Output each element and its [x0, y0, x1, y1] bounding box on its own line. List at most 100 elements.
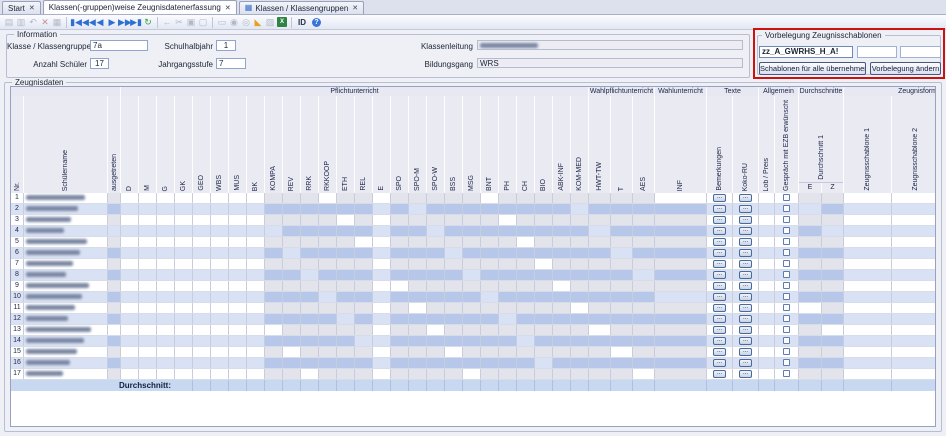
grade-cell[interactable]	[759, 292, 775, 302]
grade-cell[interactable]	[355, 215, 373, 225]
grade-cell[interactable]	[799, 193, 822, 203]
grade-cell[interactable]	[337, 237, 355, 247]
grade-cell[interactable]	[211, 215, 229, 225]
grade-cell[interactable]	[517, 215, 535, 225]
grade-cell[interactable]	[633, 259, 655, 269]
grade-cell[interactable]	[799, 215, 822, 225]
schablone-input-2[interactable]	[857, 46, 897, 58]
grade-cell[interactable]	[139, 281, 157, 291]
grade-cell[interactable]	[391, 204, 409, 214]
grade-cell[interactable]	[211, 336, 229, 346]
grade-cell[interactable]	[892, 303, 935, 313]
grade-cell[interactable]	[611, 237, 633, 247]
grade-cell[interactable]	[633, 303, 655, 313]
grade-cell[interactable]	[445, 347, 463, 357]
student-name-cell[interactable]	[24, 226, 108, 236]
grade-cell[interactable]	[535, 204, 553, 214]
grade-cell[interactable]	[391, 281, 409, 291]
grade-cell[interactable]	[121, 259, 139, 269]
grade-cell[interactable]	[499, 303, 517, 313]
grade-cell[interactable]	[499, 259, 517, 269]
grade-cell[interactable]	[373, 369, 391, 379]
grade-cell[interactable]	[655, 215, 707, 225]
grade-cell[interactable]	[373, 325, 391, 335]
grade-cell[interactable]	[229, 270, 247, 280]
grade-cell[interactable]	[427, 270, 445, 280]
grade-cell[interactable]	[139, 358, 157, 368]
koko-ru-ellipsis-button[interactable]: ...	[739, 326, 752, 334]
grade-cell[interactable]	[108, 248, 121, 258]
grade-cell[interactable]	[121, 270, 139, 280]
grade-cell[interactable]	[759, 303, 775, 313]
grade-cell[interactable]	[844, 358, 892, 368]
grade-cell[interactable]	[445, 336, 463, 346]
grade-cell[interactable]	[633, 237, 655, 247]
gespraech-ezb-checkbox[interactable]	[783, 260, 790, 267]
grade-cell[interactable]	[892, 325, 935, 335]
student-name-cell[interactable]	[24, 314, 108, 324]
schulhalbjahr-input[interactable]: 1	[216, 40, 236, 51]
grade-cell[interactable]	[355, 303, 373, 313]
gespraech-ezb-checkbox[interactable]	[783, 238, 790, 245]
grade-cell[interactable]	[121, 336, 139, 346]
grade-cell[interactable]	[535, 358, 553, 368]
grade-cell[interactable]	[108, 259, 121, 269]
grade-cell[interactable]	[844, 215, 892, 225]
grade-cell[interactable]	[373, 248, 391, 258]
grade-cell[interactable]	[265, 347, 283, 357]
tab-close-icon[interactable]: ✕	[224, 4, 231, 12]
grade-cell[interactable]	[481, 347, 499, 357]
grade-cell[interactable]	[445, 248, 463, 258]
grade-cell[interactable]	[247, 226, 265, 236]
grade-cell[interactable]	[175, 303, 193, 313]
grade-cell[interactable]	[265, 193, 283, 203]
bemerkungen-ellipsis-button[interactable]: ...	[713, 216, 726, 224]
grade-cell[interactable]	[373, 336, 391, 346]
grade-cell[interactable]	[445, 259, 463, 269]
koko-ru-ellipsis-button[interactable]: ...	[739, 337, 752, 345]
grade-cell[interactable]	[139, 292, 157, 302]
grade-cell[interactable]	[571, 292, 589, 302]
grade-cell[interactable]	[121, 325, 139, 335]
grade-cell[interactable]	[175, 292, 193, 302]
grade-cell[interactable]	[373, 314, 391, 324]
grade-cell[interactable]	[571, 204, 589, 214]
grade-cell[interactable]	[892, 248, 935, 258]
grade-cell[interactable]	[175, 325, 193, 335]
grade-cell[interactable]	[139, 270, 157, 280]
grade-cell[interactable]	[499, 204, 517, 214]
grade-cell[interactable]	[481, 237, 499, 247]
grade-cell[interactable]	[157, 292, 175, 302]
grade-cell[interactable]	[427, 303, 445, 313]
grade-cell[interactable]	[589, 281, 611, 291]
jahrgangsstufe-input[interactable]: 7	[216, 58, 246, 69]
grade-cell[interactable]	[283, 237, 301, 247]
grade-cell[interactable]	[409, 325, 427, 335]
grade-cell[interactable]	[427, 292, 445, 302]
grade-cell[interactable]	[553, 325, 571, 335]
grade-cell[interactable]	[553, 270, 571, 280]
grade-cell[interactable]	[499, 193, 517, 203]
grade-cell[interactable]	[553, 215, 571, 225]
grade-cell[interactable]	[121, 215, 139, 225]
grade-cell[interactable]	[108, 204, 121, 214]
announce-icon[interactable]: ◣	[254, 17, 262, 27]
grade-cell[interactable]	[229, 226, 247, 236]
grade-cell[interactable]	[355, 281, 373, 291]
grade-cell[interactable]	[247, 270, 265, 280]
grade-cell[interactable]	[463, 325, 481, 335]
grade-cell[interactable]	[633, 270, 655, 280]
koko-ru-ellipsis-button[interactable]: ...	[739, 249, 752, 257]
grade-cell[interactable]	[247, 204, 265, 214]
gespraech-ezb-checkbox[interactable]	[783, 304, 790, 311]
grade-cell[interactable]	[301, 325, 319, 335]
grade-cell[interactable]	[139, 248, 157, 258]
grade-cell[interactable]	[655, 270, 707, 280]
grade-cell[interactable]	[229, 325, 247, 335]
grade-cell[interactable]	[121, 369, 139, 379]
grade-cell[interactable]	[265, 314, 283, 324]
grade-cell[interactable]	[427, 336, 445, 346]
grade-cell[interactable]	[247, 336, 265, 346]
anzahl-schueler-input[interactable]: 17	[90, 58, 109, 69]
grade-cell[interactable]	[759, 369, 775, 379]
